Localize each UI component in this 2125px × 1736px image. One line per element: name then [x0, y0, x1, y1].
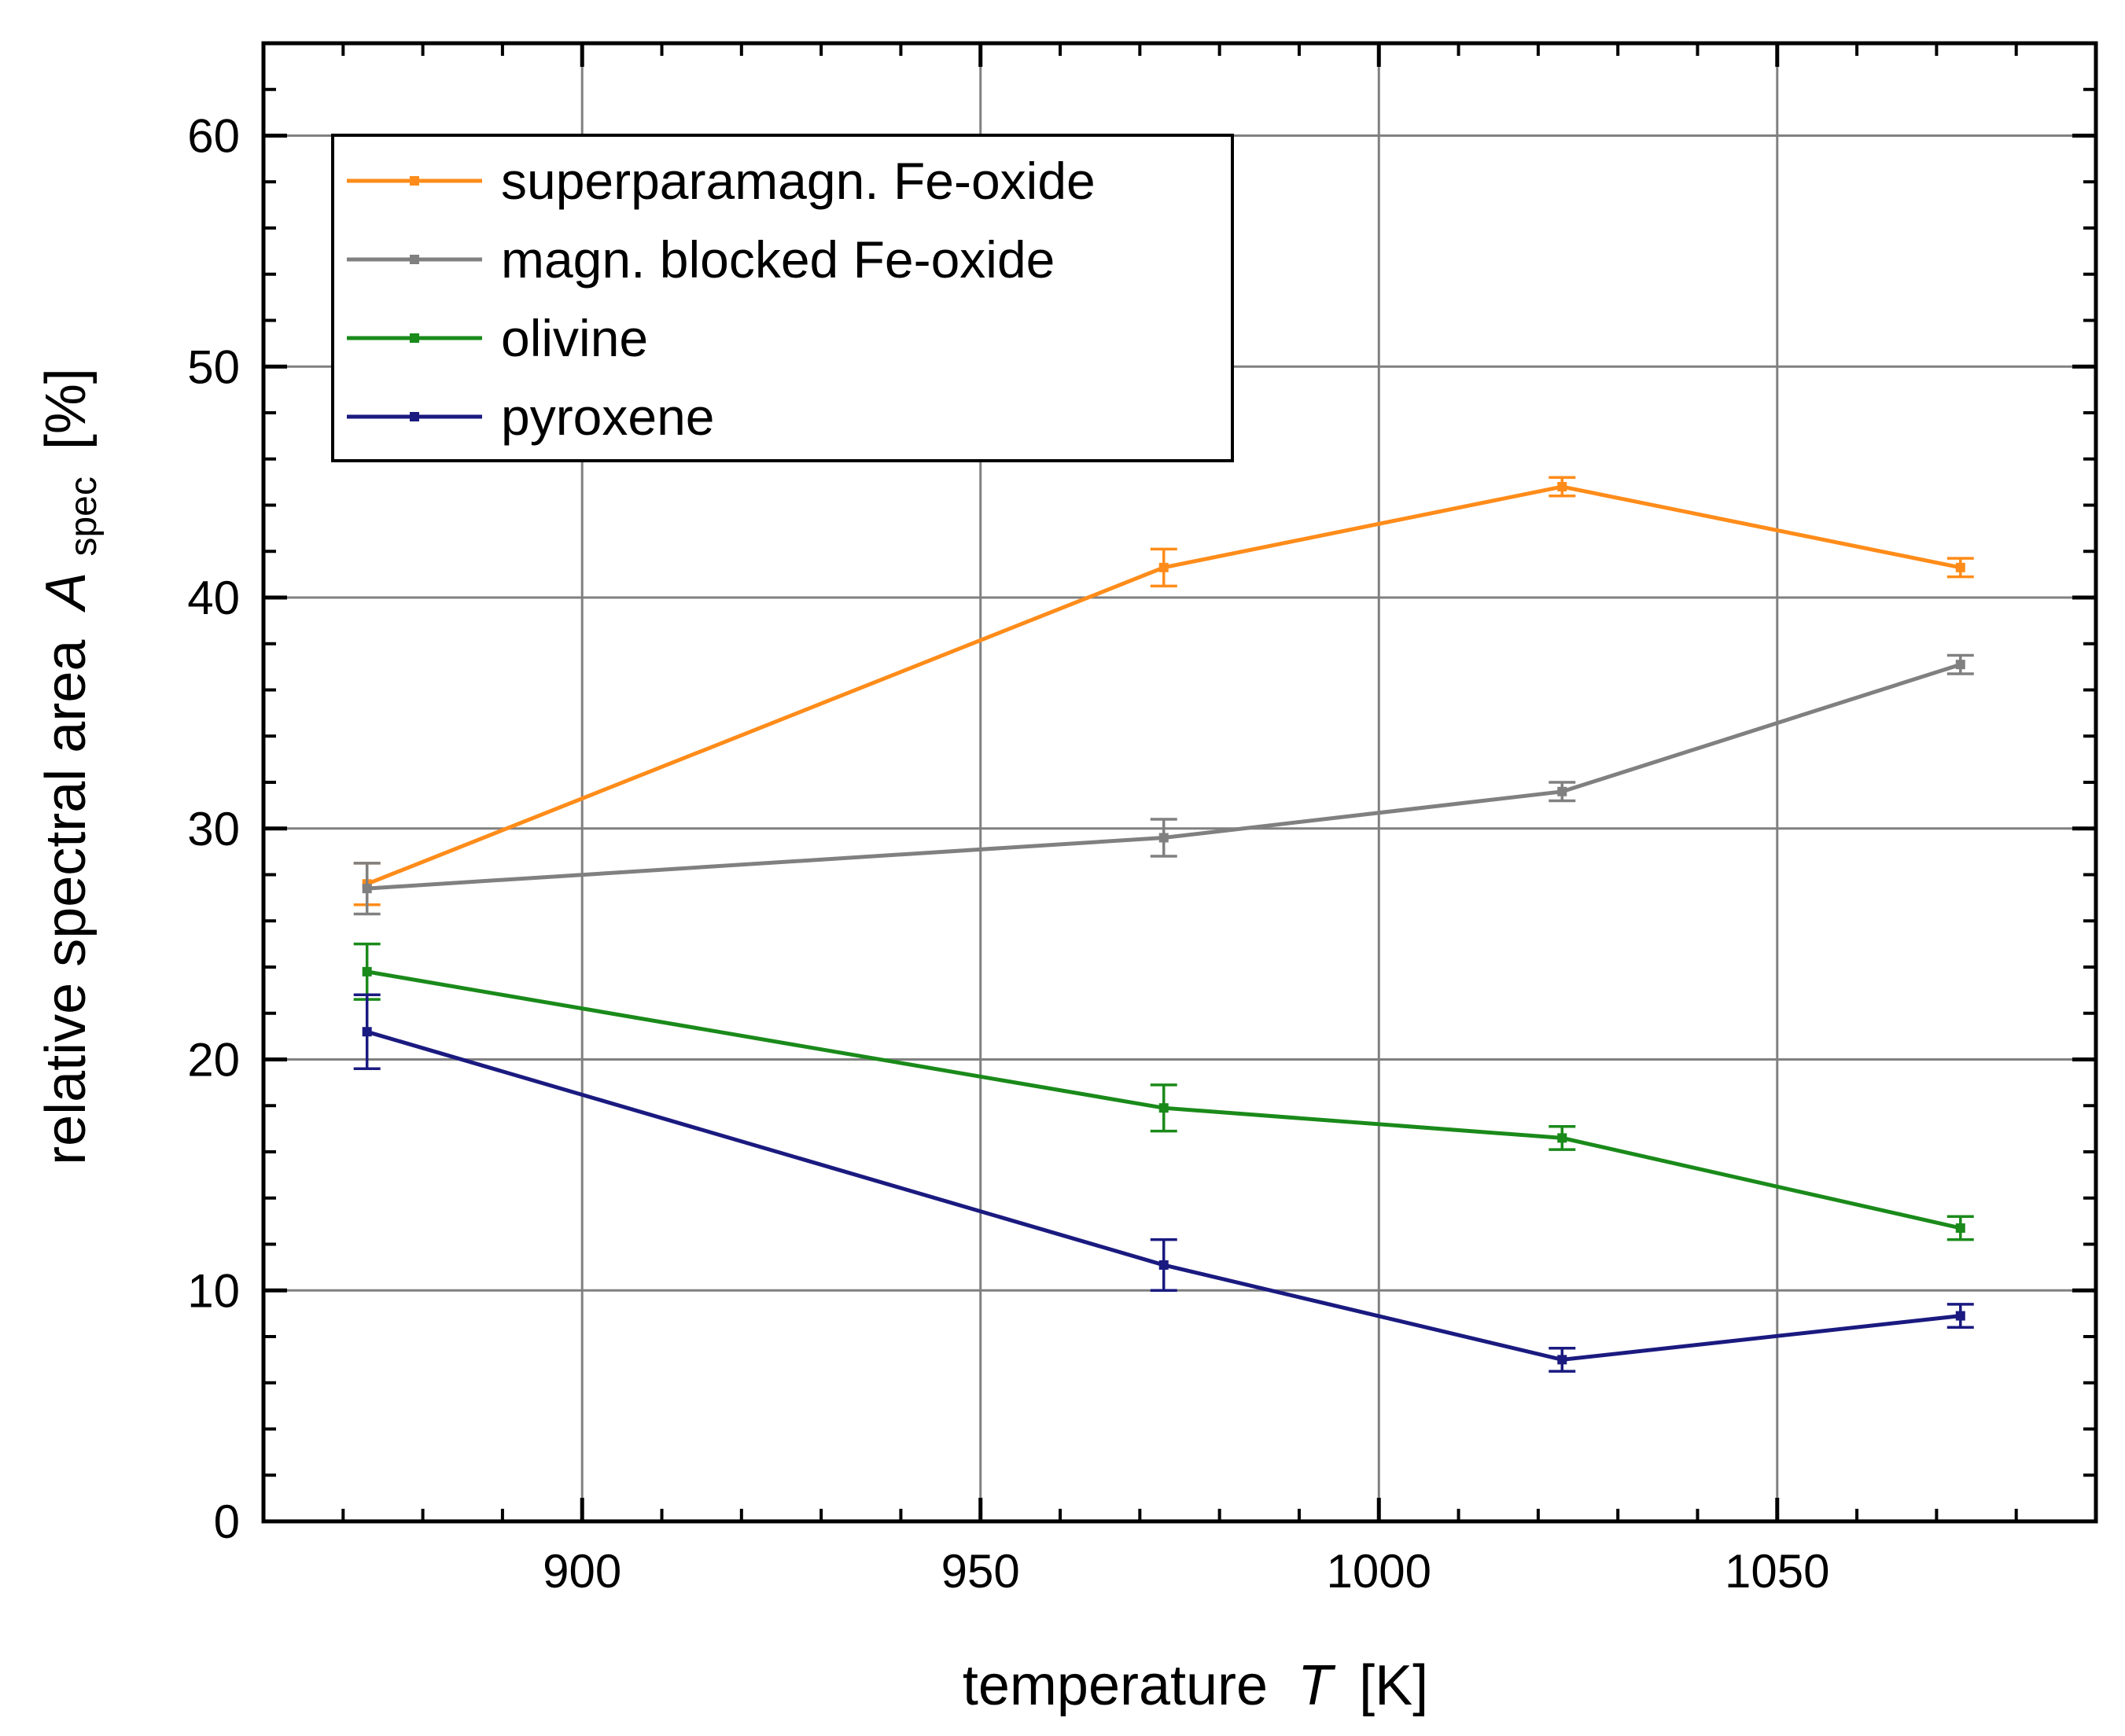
- legend-label: magn. blocked Fe-oxide: [501, 230, 1055, 289]
- y-axis-title: relative spectral area A spec [%]: [35, 368, 109, 1165]
- legend-item: pyroxene: [347, 388, 715, 446]
- y-axis-title-symbol: A: [35, 572, 98, 613]
- series-4: [353, 993, 1974, 1373]
- data-point: [1158, 1260, 1169, 1270]
- series-line: [366, 969, 1961, 1230]
- x-tick-label: 950: [941, 1545, 1020, 1598]
- legend-marker: [410, 176, 419, 186]
- legend-item: olivine: [347, 309, 648, 367]
- legend: superparamagn. Fe-oxide magn. blocked Fe-…: [331, 134, 1234, 462]
- series-line: [366, 1029, 1961, 1362]
- legend-label: superparamagn. Fe-oxide: [501, 152, 1096, 210]
- data-point: [1158, 833, 1169, 843]
- legend-label: pyroxene: [501, 388, 715, 446]
- x-axis-title: temperature T [K]: [963, 1654, 1428, 1717]
- data-point: [1557, 786, 1567, 796]
- x-tick-label: 1000: [1327, 1545, 1431, 1598]
- minor-tick-layer: [263, 42, 2096, 1521]
- y-tick-label: 10: [187, 1264, 240, 1317]
- y-tick-label: 40: [187, 572, 240, 624]
- x-tick-label: 900: [543, 1545, 621, 1598]
- series-line: [366, 484, 1961, 886]
- y-tick-label: 20: [187, 1034, 240, 1087]
- data-point: [362, 966, 372, 977]
- x-tick-label: 1050: [1725, 1545, 1829, 1598]
- data-point: [362, 884, 372, 894]
- data-point: [1955, 660, 1965, 670]
- y-tick-label: 0: [214, 1495, 240, 1548]
- legend-label: olivine: [501, 309, 648, 367]
- y-axis-title-text: relative spectral area: [35, 639, 98, 1165]
- y-tick-label: 30: [187, 803, 240, 855]
- x-axis-title-unit: [K]: [1359, 1654, 1428, 1717]
- legend-marker: [410, 255, 419, 264]
- data-point: [1557, 1133, 1567, 1143]
- series-2: [353, 653, 1974, 916]
- series-3: [353, 942, 1974, 1241]
- legend-item: magn. blocked Fe-oxide: [347, 230, 1055, 289]
- legend-box: [331, 134, 1234, 462]
- tick-layer: 900 950 1000 1050 0 10 20 30 40 50 60: [187, 43, 2096, 1598]
- legend-marker: [410, 333, 419, 343]
- y-axis-title-unit: [%]: [35, 368, 98, 450]
- series-layer: [353, 476, 1974, 1373]
- x-axis-title-text: temperature: [963, 1654, 1268, 1717]
- x-axis-title-symbol: T: [1298, 1654, 1336, 1717]
- legend-marker: [410, 412, 419, 421]
- data-point: [362, 1027, 372, 1037]
- data-point: [1158, 1103, 1169, 1113]
- y-axis-title-subscript: spec: [63, 476, 105, 556]
- series-line: [366, 662, 1961, 891]
- legend-item: superparamagn. Fe-oxide: [347, 152, 1096, 210]
- data-point: [1955, 562, 1965, 572]
- plot-frame: [261, 41, 2098, 1524]
- data-point: [1557, 1355, 1567, 1365]
- data-point: [1158, 562, 1169, 572]
- data-point: [1955, 1223, 1965, 1233]
- data-point: [1955, 1311, 1965, 1321]
- data-point: [1557, 482, 1567, 491]
- y-tick-label: 60: [187, 110, 240, 163]
- y-tick-label: 50: [187, 340, 240, 393]
